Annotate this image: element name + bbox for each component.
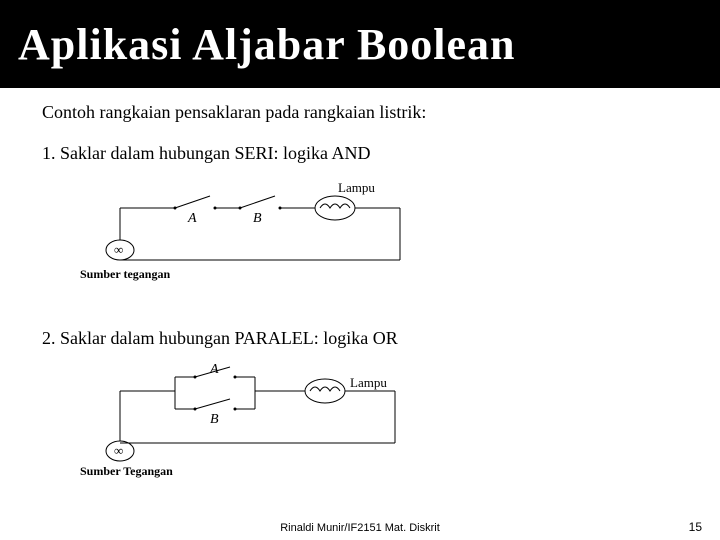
label-b: B: [253, 211, 262, 226]
series-circuit-svg: A B Lampu ∞ Sumber tegangan: [80, 178, 440, 298]
footer-credit: Rinaldi Munir/IF2151 Mat. Diskrit: [0, 522, 720, 534]
label-source-1: Sumber tegangan: [80, 267, 170, 281]
slide-title: Aplikasi Aljabar Boolean: [18, 19, 516, 70]
title-bar: Aplikasi Aljabar Boolean: [0, 0, 720, 88]
label-b-2: B: [210, 412, 219, 427]
label-a: A: [187, 211, 197, 226]
label-source-2: Sumber Tegangan: [80, 464, 173, 478]
content-area: Contoh rangkaian pensaklaran pada rangka…: [0, 88, 720, 483]
intro-text: Contoh rangkaian pensaklaran pada rangka…: [42, 102, 678, 123]
footer: Rinaldi Munir/IF2151 Mat. Diskrit 15: [0, 522, 720, 534]
parallel-circuit-svg: A B Lampu ∞ Sumber Teg: [80, 363, 440, 483]
source-symbol-1: ∞: [114, 242, 123, 257]
item-1-text: 1. Saklar dalam hubungan SERI: logika AN…: [42, 143, 678, 164]
label-a-2: A: [209, 363, 219, 377]
label-lamp-2: Lampu: [350, 375, 387, 390]
page-number: 15: [689, 520, 702, 534]
source-symbol-2: ∞: [114, 443, 123, 458]
diagram-parallel: A B Lampu ∞ Sumber Teg: [80, 363, 678, 483]
label-lamp-1: Lampu: [338, 180, 375, 195]
item-2-text: 2. Saklar dalam hubungan PARALEL: logika…: [42, 328, 678, 349]
diagram-series: A B Lampu ∞ Sumber tegangan: [80, 178, 678, 298]
